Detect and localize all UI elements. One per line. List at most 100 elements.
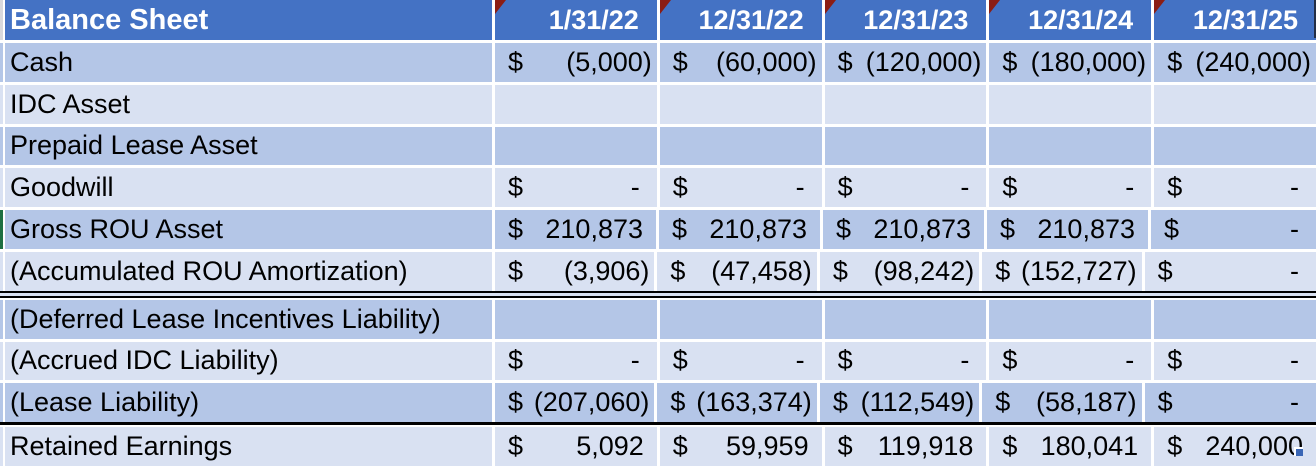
currency-symbol: $ <box>1002 345 1018 376</box>
column-header-label: 12/31/25 <box>1192 4 1298 35</box>
value-cell[interactable]: $ (152,727) <box>979 251 1141 291</box>
amount-value: 210,873 <box>1037 214 1135 245</box>
value-cell[interactable]: $ (207,060) <box>492 383 654 423</box>
column-header-label: 12/31/23 <box>863 4 969 35</box>
amount-value: - <box>960 345 970 376</box>
row-label-cell[interactable]: Prepaid Lease Asset <box>10 130 258 161</box>
value-cell[interactable]: $ - <box>1148 210 1316 249</box>
value-cell[interactable]: $59,959 <box>656 427 822 466</box>
value-cell[interactable]: $ (47,458) <box>654 251 816 291</box>
value-cell[interactable] <box>821 84 987 124</box>
column-header-cell[interactable]: 12/31/23 <box>821 0 987 40</box>
value-cell[interactable] <box>492 299 657 339</box>
currency-symbol: $ <box>670 255 686 286</box>
amount-value: - <box>630 345 640 376</box>
value-cell[interactable]: $ (163,374) <box>654 383 816 423</box>
value-cell[interactable]: $ - <box>1141 251 1316 291</box>
left-edge-sliver <box>0 383 5 423</box>
value-cell[interactable] <box>656 84 822 124</box>
value-cell[interactable] <box>656 126 822 166</box>
column-header-cell[interactable]: 1/31/22 <box>492 0 657 40</box>
value-cell[interactable] <box>1151 126 1316 166</box>
table-title-cell[interactable]: Balance Sheet <box>10 3 209 36</box>
selection-fill-handle-icon[interactable] <box>1294 447 1303 456</box>
currency-symbol: $ <box>836 214 852 245</box>
value-cell[interactable]: $ - <box>986 168 1151 208</box>
table-row: Retained Earnings $5,092 $59,959 $119,918 $1… <box>0 425 1316 466</box>
value-cell[interactable] <box>492 126 657 166</box>
row-label-cell[interactable]: IDC Asset <box>10 88 131 119</box>
value-cell[interactable]: $ - <box>821 341 987 381</box>
value-cell[interactable] <box>821 126 987 166</box>
value-cell[interactable] <box>986 84 1151 124</box>
left-edge-sliver <box>0 299 5 339</box>
column-header-cell[interactable]: 12/31/24 <box>986 0 1151 40</box>
currency-symbol: $ <box>995 255 1011 286</box>
row-label-cell[interactable]: (Accumulated ROU Amortization) <box>10 255 408 286</box>
row-label-cell[interactable]: Retained Earnings <box>10 431 233 462</box>
value-cell[interactable]: $210,873 <box>820 210 984 249</box>
table-row: Cash $ (5,000) $ (60,000) $ (120,000) $ (180,000… <box>0 40 1316 82</box>
value-cell[interactable]: $ (120,000) <box>821 43 987 82</box>
value-cell[interactable]: $ (98,242) <box>816 251 979 291</box>
value-cell[interactable] <box>492 84 657 124</box>
value-cell[interactable] <box>986 299 1151 339</box>
column-header-cell[interactable]: 12/31/25 <box>1151 0 1316 40</box>
value-cell[interactable]: $ (5,000) <box>492 43 657 82</box>
currency-symbol: $ <box>1167 172 1183 203</box>
comment-indicator-icon <box>495 0 506 14</box>
row-label-cell[interactable]: (Deferred Lease Incentives Liability) <box>10 303 441 334</box>
currency-symbol: $ <box>1157 255 1173 286</box>
row-label-cell[interactable]: Cash <box>10 46 74 77</box>
row-marker-icon <box>0 210 5 249</box>
value-cell[interactable]: $ - <box>1151 341 1316 381</box>
currency-symbol: $ <box>1167 431 1183 462</box>
left-edge-sliver <box>0 0 5 40</box>
value-cell[interactable]: $ (240,000) <box>1151 43 1316 82</box>
value-cell[interactable] <box>656 299 822 339</box>
comment-indicator-icon <box>659 0 671 14</box>
currency-symbol: $ <box>672 172 688 203</box>
value-cell[interactable]: $ (180,000) <box>986 43 1151 82</box>
amount-value: (112,549) <box>860 387 975 418</box>
currency-symbol: $ <box>832 255 848 286</box>
left-edge-sliver <box>0 251 5 291</box>
row-label-cell[interactable]: (Lease Liability) <box>10 387 200 418</box>
value-cell[interactable]: $210,873 <box>656 210 820 249</box>
value-cell[interactable]: $ - <box>656 168 822 208</box>
value-cell[interactable]: $ (60,000) <box>656 43 822 82</box>
value-cell[interactable] <box>1151 84 1316 124</box>
value-cell[interactable]: $180,041 <box>986 427 1151 466</box>
value-cell[interactable]: $ - <box>1141 383 1316 423</box>
value-cell[interactable]: $119,918 <box>821 427 987 466</box>
value-cell[interactable]: $210,873 <box>492 210 656 249</box>
currency-symbol: $ <box>837 46 853 77</box>
amount-value: - <box>1290 214 1299 245</box>
value-cell[interactable]: $ (3,906) <box>492 251 654 291</box>
currency-symbol: $ <box>1002 431 1018 462</box>
value-cell[interactable] <box>1151 299 1316 339</box>
row-label-cell[interactable]: Goodwill <box>10 172 114 203</box>
row-label-cell[interactable]: Gross ROU Asset <box>10 214 224 245</box>
value-cell[interactable]: $ - <box>492 341 657 381</box>
value-cell[interactable]: $ - <box>492 168 657 208</box>
table-row: (Accrued IDC Liability) $ - $ - $ - $ - $ - <box>0 338 1316 381</box>
left-edge-sliver <box>0 43 5 82</box>
value-cell[interactable]: $5,092 <box>492 427 657 466</box>
value-cell[interactable]: $ - <box>821 168 987 208</box>
value-cell[interactable]: $ (58,187) <box>979 383 1141 423</box>
value-cell[interactable] <box>821 299 987 339</box>
amount-value: (240,000) <box>1195 46 1311 77</box>
value-cell[interactable]: $210,873 <box>984 210 1148 249</box>
amount-value: (207,060) <box>533 387 650 418</box>
value-cell[interactable]: $ - <box>1151 168 1316 208</box>
value-cell[interactable]: $ - <box>656 341 822 381</box>
column-header-cell[interactable]: 12/31/22 <box>656 0 822 40</box>
row-label-cell[interactable]: (Accrued IDC Liability) <box>10 345 279 376</box>
value-cell[interactable] <box>986 126 1151 166</box>
value-cell[interactable]: $ (112,549) <box>816 383 979 423</box>
value-cell[interactable]: $ - <box>986 341 1151 381</box>
currency-symbol: $ <box>832 387 848 418</box>
value-cell[interactable]: $240,000 <box>1151 427 1316 466</box>
amount-value: - <box>795 172 805 203</box>
